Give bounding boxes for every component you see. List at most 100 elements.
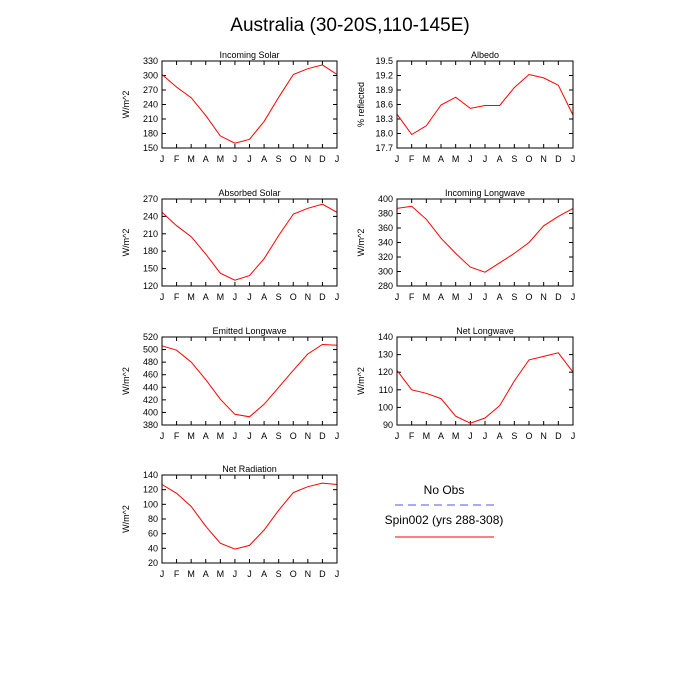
legend-label: Spin002 (yrs 288-308) <box>385 513 504 527</box>
x-tick-label: F <box>409 154 415 164</box>
y-axis-label: W/m^2 <box>121 505 131 533</box>
x-tick-label: M <box>217 431 225 441</box>
series-line <box>161 482 338 550</box>
y-tick-label: 500 <box>143 345 158 355</box>
x-tick-label: J <box>335 292 340 302</box>
y-tick-label: 18.0 <box>375 129 393 139</box>
plot-frame <box>396 60 574 149</box>
x-tick-label: M <box>423 431 431 441</box>
x-tick-label: A <box>203 154 209 164</box>
plot-frame <box>161 474 338 564</box>
series-line <box>161 64 338 144</box>
plot-frame <box>396 198 574 287</box>
x-tick-label: M <box>187 431 195 441</box>
x-tick-label: J <box>247 569 252 579</box>
y-tick-label: 100 <box>378 402 393 412</box>
series-line <box>161 343 338 418</box>
plot-frame <box>161 336 338 426</box>
x-tick-label: J <box>468 292 473 302</box>
legend-label: No Obs <box>424 483 465 497</box>
y-tick-label: 80 <box>148 514 158 524</box>
x-tick-label: J <box>483 431 488 441</box>
y-axis-label: % reflected <box>356 82 366 127</box>
y-tick-label: 20 <box>148 558 158 568</box>
x-tick-label: F <box>174 154 180 164</box>
series-line <box>396 352 574 424</box>
y-tick-label: 520 <box>143 332 158 342</box>
x-tick-label: S <box>276 154 282 164</box>
y-axis-label: W/m^2 <box>356 367 366 395</box>
y-tick-label: 400 <box>143 407 158 417</box>
x-tick-label: N <box>305 431 312 441</box>
x-tick-label: A <box>497 292 503 302</box>
x-tick-label: J <box>160 292 165 302</box>
panel-title: Net Longwave <box>456 326 514 336</box>
x-tick-label: A <box>261 569 267 579</box>
x-tick-label: J <box>468 154 473 164</box>
y-axis-label: W/m^2 <box>356 229 366 257</box>
panel-title: Incoming Solar <box>219 50 279 60</box>
x-tick-label: J <box>160 569 165 579</box>
y-tick-label: 420 <box>143 395 158 405</box>
x-tick-label: J <box>483 292 488 302</box>
y-tick-label: 100 <box>143 499 158 509</box>
x-tick-label: O <box>525 154 532 164</box>
x-tick-label: S <box>276 569 282 579</box>
y-tick-label: 360 <box>378 223 393 233</box>
x-tick-label: N <box>540 431 547 441</box>
y-tick-label: 180 <box>143 246 158 256</box>
x-tick-label: J <box>335 569 340 579</box>
y-tick-label: 120 <box>378 367 393 377</box>
y-tick-label: 120 <box>143 281 158 291</box>
x-tick-label: J <box>247 292 252 302</box>
x-tick-label: J <box>395 292 400 302</box>
y-tick-label: 150 <box>143 264 158 274</box>
plot-frame <box>396 336 574 426</box>
y-tick-label: 120 <box>143 485 158 495</box>
y-tick-label: 18.6 <box>375 100 393 110</box>
x-tick-label: A <box>261 431 267 441</box>
x-tick-label: J <box>160 154 165 164</box>
x-tick-label: M <box>452 431 460 441</box>
x-tick-label: D <box>555 292 562 302</box>
x-tick-label: A <box>261 154 267 164</box>
x-tick-label: O <box>525 292 532 302</box>
y-tick-label: 130 <box>378 350 393 360</box>
x-tick-label: F <box>174 569 180 579</box>
x-tick-label: A <box>203 292 209 302</box>
x-tick-label: M <box>217 292 225 302</box>
x-tick-label: J <box>233 431 238 441</box>
y-tick-label: 380 <box>378 209 393 219</box>
x-tick-label: F <box>409 292 415 302</box>
y-axis-label: W/m^2 <box>121 229 131 257</box>
x-tick-label: J <box>395 431 400 441</box>
y-tick-label: 380 <box>143 420 158 430</box>
legend: No Obs Spin002 (yrs 288-308) <box>385 483 504 538</box>
y-tick-label: 300 <box>378 267 393 277</box>
y-tick-label: 19.2 <box>375 71 393 81</box>
x-tick-label: F <box>174 292 180 302</box>
x-tick-label: S <box>276 292 282 302</box>
y-tick-label: 320 <box>378 252 393 262</box>
x-tick-label: J <box>335 154 340 164</box>
x-tick-label: J <box>247 431 252 441</box>
panel-title: Absorbed Solar <box>218 188 280 198</box>
x-tick-label: D <box>319 569 326 579</box>
x-tick-label: A <box>203 569 209 579</box>
x-tick-label: S <box>511 292 517 302</box>
y-tick-label: 90 <box>383 420 393 430</box>
y-tick-label: 240 <box>143 100 158 110</box>
x-tick-label: J <box>247 154 252 164</box>
y-tick-label: 300 <box>143 71 158 81</box>
x-tick-label: O <box>290 292 297 302</box>
y-tick-label: 210 <box>143 229 158 239</box>
y-tick-label: 110 <box>379 385 393 395</box>
y-axis-label: W/m^2 <box>121 91 131 119</box>
plot-frame <box>161 198 338 287</box>
x-tick-label: J <box>571 154 576 164</box>
